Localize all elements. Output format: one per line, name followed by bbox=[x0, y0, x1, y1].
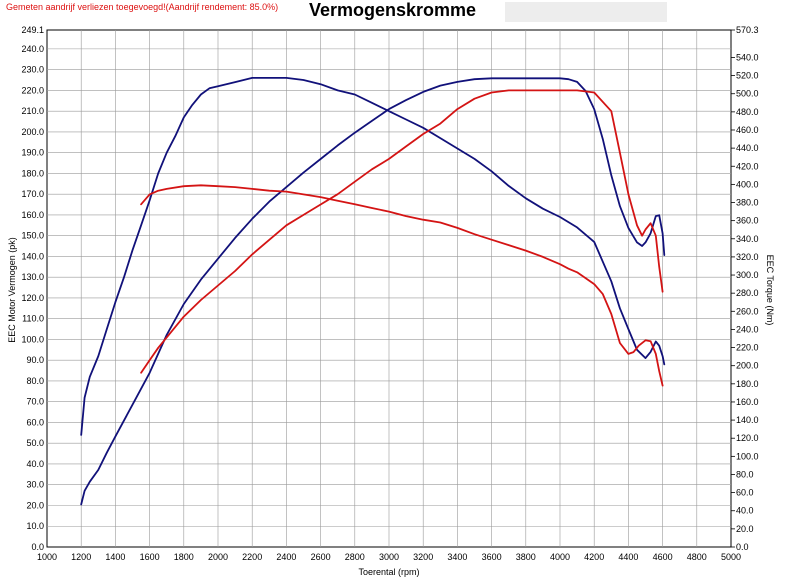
y-tick-label: 30.0 bbox=[26, 480, 44, 490]
x-tick-label: 2000 bbox=[208, 552, 228, 562]
y-tick-label: 10.0 bbox=[26, 521, 44, 531]
y2-tick-label: 320.0 bbox=[736, 252, 759, 262]
x-tick-label: 4400 bbox=[618, 552, 638, 562]
y-tick-label: 130.0 bbox=[21, 272, 44, 282]
y-tick-label: 120.0 bbox=[21, 293, 44, 303]
y2-tick-label: 380.0 bbox=[736, 198, 759, 208]
y2-tick-label: 80.0 bbox=[736, 469, 754, 479]
y-tick-label: 240.0 bbox=[21, 44, 44, 54]
x-tick-label: 4200 bbox=[584, 552, 604, 562]
y2-tick-label: 120.0 bbox=[736, 433, 759, 443]
y-tick-label: 100.0 bbox=[21, 334, 44, 344]
x-tick-label: 3800 bbox=[516, 552, 536, 562]
y2-tick-label: 220.0 bbox=[736, 343, 759, 353]
y-tick-label: 80.0 bbox=[26, 376, 44, 386]
y2-tick-label: 540.0 bbox=[736, 52, 759, 62]
y2-tick-label: 280.0 bbox=[736, 288, 759, 298]
y2-tick-label: 180.0 bbox=[736, 379, 759, 389]
x-tick-label: 2200 bbox=[242, 552, 262, 562]
y2-tick-label: 140.0 bbox=[736, 415, 759, 425]
y-tick-label: 150.0 bbox=[21, 231, 44, 241]
y-tick-label: 40.0 bbox=[26, 459, 44, 469]
y2-axis-title: EEC Torque (Nm) bbox=[765, 255, 775, 326]
y-tick-label: 140.0 bbox=[21, 251, 44, 261]
x-tick-label: 3000 bbox=[379, 552, 399, 562]
y2-tick-label: 420.0 bbox=[736, 161, 759, 171]
y-tick-label: 110.0 bbox=[22, 314, 44, 324]
y-tick-label: 170.0 bbox=[21, 189, 44, 199]
y-tick-label: 60.0 bbox=[26, 417, 44, 427]
x-tick-label: 1200 bbox=[71, 552, 91, 562]
x-tick-label: 2800 bbox=[345, 552, 365, 562]
x-tick-label: 3400 bbox=[447, 552, 467, 562]
y2-tick-label: 0.0 bbox=[736, 542, 749, 552]
y-tick-label: 50.0 bbox=[26, 438, 44, 448]
x-tick-label: 2600 bbox=[311, 552, 331, 562]
x-tick-label: 3200 bbox=[413, 552, 433, 562]
y2-tick-label: 160.0 bbox=[736, 397, 759, 407]
y-tick-label: 160.0 bbox=[21, 210, 44, 220]
x-tick-label: 4800 bbox=[687, 552, 707, 562]
y-tick-label: 210.0 bbox=[21, 106, 44, 116]
y2-tick-label: 400.0 bbox=[736, 179, 759, 189]
y-axis-title: EEC Motor Vermogen (pk) bbox=[7, 237, 17, 343]
header-placeholder-box bbox=[505, 2, 667, 22]
x-tick-label: 1000 bbox=[37, 552, 57, 562]
x-tick-label: 4600 bbox=[653, 552, 673, 562]
y-tick-label: 90.0 bbox=[26, 355, 44, 365]
y2-tick-label: 440.0 bbox=[736, 143, 759, 153]
y2-tick-label: 200.0 bbox=[736, 361, 759, 371]
x-tick-label: 4000 bbox=[550, 552, 570, 562]
x-tick-label: 1800 bbox=[174, 552, 194, 562]
x-tick-label: 1400 bbox=[105, 552, 125, 562]
y2-tick-label: 260.0 bbox=[736, 306, 759, 316]
y-tick-label: 0.0 bbox=[31, 542, 44, 552]
y2-tick-label: 60.0 bbox=[736, 488, 754, 498]
y2-tick-label: 480.0 bbox=[736, 107, 759, 117]
x-tick-label: 5000 bbox=[721, 552, 741, 562]
y2-tick-label: 520.0 bbox=[736, 71, 759, 81]
y2-tick-label: 240.0 bbox=[736, 324, 759, 334]
tick-labels: 1000 1200 1400 1600 1800 2000 2200 2400 2600 2800… bbox=[21, 25, 758, 562]
y-tick-label: 230.0 bbox=[21, 65, 44, 75]
y2-tick-label: 360.0 bbox=[736, 216, 759, 226]
y-tick-label: 20.0 bbox=[26, 500, 44, 510]
x-tick-label: 2400 bbox=[276, 552, 296, 562]
y-tick-label: 70.0 bbox=[26, 397, 44, 407]
series-lines bbox=[80, 77, 666, 506]
y2-tick-label: 570.3 bbox=[736, 25, 759, 35]
y2-tick-label: 20.0 bbox=[736, 524, 754, 534]
series-line-4 bbox=[140, 184, 664, 387]
chart-title: Vermogenskromme bbox=[308, 0, 477, 20]
y2-tick-label: 500.0 bbox=[736, 89, 759, 99]
series-line-1 bbox=[80, 77, 666, 436]
y2-tick-label: 40.0 bbox=[736, 506, 754, 516]
y-tick-label: 249.1 bbox=[21, 25, 44, 35]
y-tick-label: 190.0 bbox=[21, 148, 44, 158]
grid bbox=[47, 30, 731, 547]
y-tick-label: 220.0 bbox=[21, 85, 44, 95]
y-tick-label: 180.0 bbox=[21, 168, 44, 178]
y-tick-label: 200.0 bbox=[21, 127, 44, 137]
y2-tick-label: 340.0 bbox=[736, 234, 759, 244]
series-line-3 bbox=[140, 89, 664, 374]
y2-tick-label: 100.0 bbox=[736, 451, 759, 461]
x-tick-label: 3600 bbox=[482, 552, 502, 562]
x-axis-title: Toerental (rpm) bbox=[358, 567, 419, 577]
x-tick-label: 1600 bbox=[140, 552, 160, 562]
drivetrain-loss-notice: Gemeten aandrijf verliezen toegevoegd!(A… bbox=[6, 2, 279, 12]
y2-tick-label: 460.0 bbox=[736, 125, 759, 135]
y2-tick-label: 300.0 bbox=[736, 270, 759, 280]
